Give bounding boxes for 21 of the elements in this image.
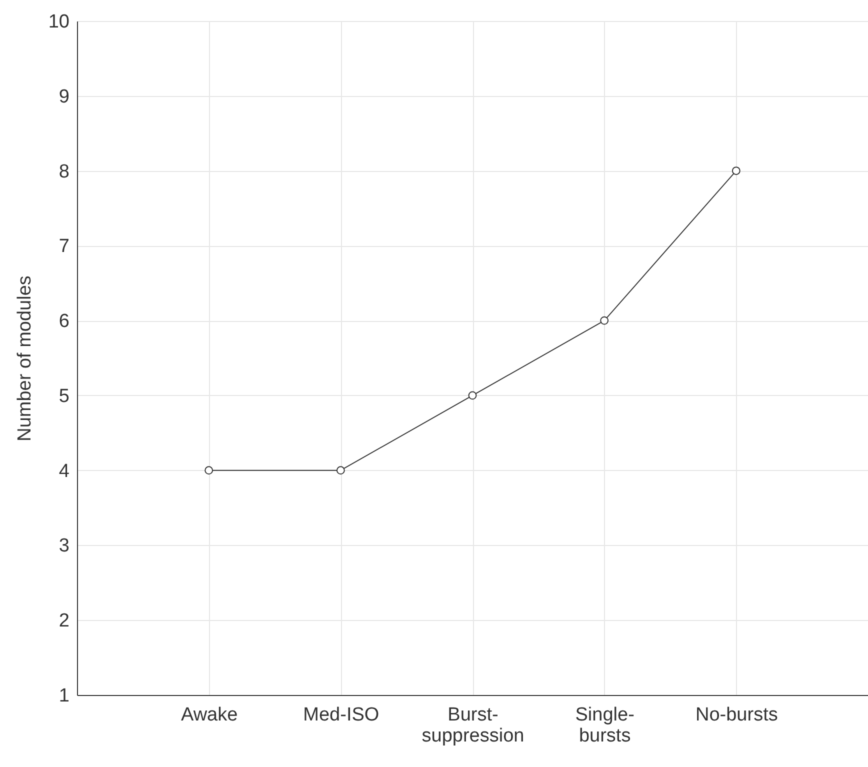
y-tick-label: 1 xyxy=(58,686,70,706)
y-axis-title: Number of modules xyxy=(14,276,36,442)
y-tick-label: 6 xyxy=(58,311,70,332)
y-tick-label: 7 xyxy=(58,236,70,258)
y-tick-label: 3 xyxy=(58,536,70,557)
x-tick-label: No-bursts xyxy=(695,704,778,726)
point xyxy=(468,391,477,400)
y-tick-label: 10 xyxy=(48,12,70,32)
y-tick-label: 5 xyxy=(58,386,70,407)
point xyxy=(336,466,345,475)
y-tick-label: 8 xyxy=(58,161,70,182)
point xyxy=(732,166,740,175)
x-tick-label: Med-ISO xyxy=(303,704,380,726)
x-tick-label: Awake xyxy=(180,704,238,726)
x-tick-label: Burst- suppression xyxy=(422,704,524,746)
x-tick-label: Single- bursts xyxy=(575,704,634,746)
y-tick-label: 9 xyxy=(58,86,70,108)
point xyxy=(600,316,609,325)
point xyxy=(204,466,214,475)
y-tick-label: 2 xyxy=(58,610,70,632)
y-tick-label: 4 xyxy=(58,460,70,482)
